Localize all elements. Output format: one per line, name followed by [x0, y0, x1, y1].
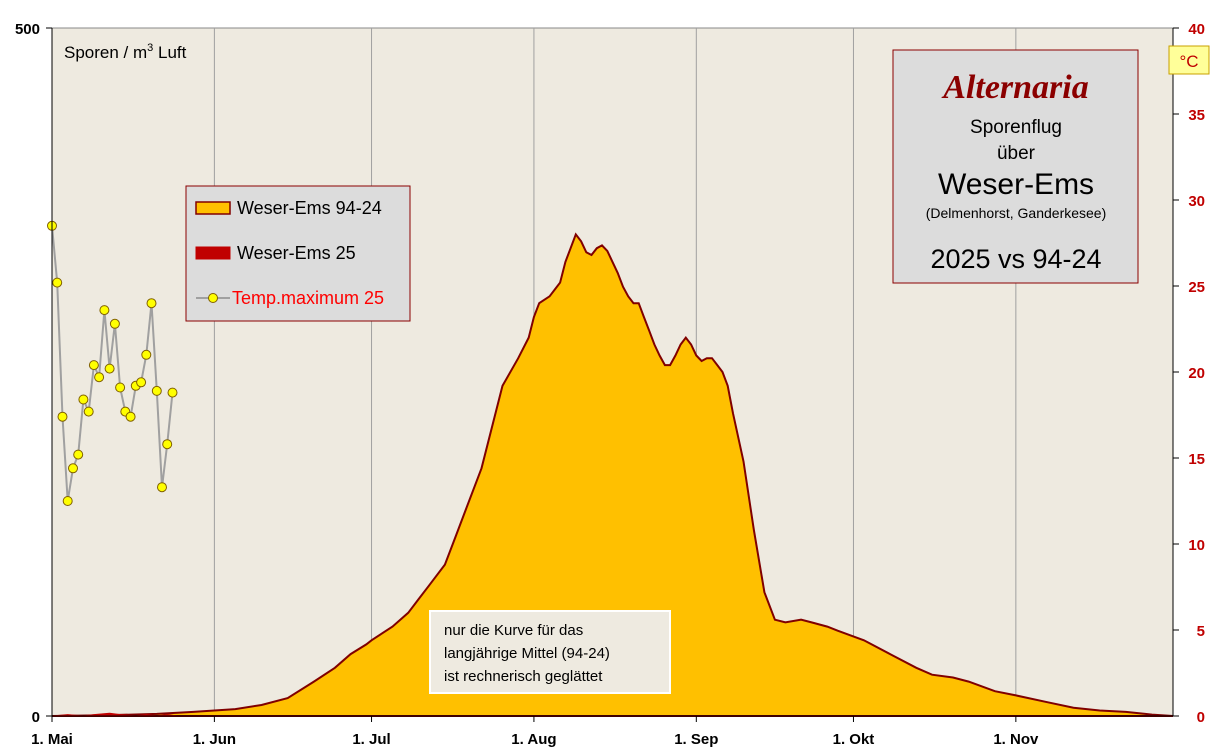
- y-left-label-sup: 3: [147, 42, 153, 54]
- legend: Weser-Ems 94-24 Weser-Ems 25 Temp.maximu…: [185, 185, 411, 322]
- title-box-title: Alternaria: [941, 69, 1088, 106]
- x-tick-2: 1. Jul: [352, 731, 390, 748]
- x-tick-5: 1. Okt: [833, 731, 875, 748]
- title-box-line4: (Delmenhorst, Ganderkesee): [926, 205, 1107, 221]
- legend-label-temp: Temp.maximum 25: [232, 288, 384, 308]
- temp-point-1: [52, 277, 63, 288]
- temp-point-2: [57, 411, 68, 422]
- right-tick-5: 25: [1188, 279, 1205, 296]
- legend-label-25: Weser-Ems 25: [237, 243, 356, 263]
- legend-swatch-temp-marker: [208, 293, 218, 303]
- temp-point-20: [151, 385, 162, 396]
- temp-point-9: [94, 372, 105, 383]
- unit-box: [1168, 45, 1210, 75]
- note-frame: [429, 610, 671, 694]
- temp-point-6: [78, 394, 89, 405]
- left-tick-0: 0: [32, 709, 40, 726]
- title-box-frame: [892, 49, 1139, 284]
- title-box-line1: Sporenflug: [970, 117, 1062, 138]
- temp-point-17: [136, 377, 147, 388]
- y-left-label-suffix: Luft: [153, 43, 186, 62]
- x-tick-1: 1. Jun: [193, 731, 236, 748]
- x-tick-4: 1. Sep: [674, 731, 718, 748]
- smoothing-note: nur die Kurve für das langjährige Mittel…: [429, 610, 671, 694]
- x-tick-3: 1. Aug: [511, 731, 556, 748]
- temp-maximum-line: [51, 225, 174, 502]
- temp-point-23: [167, 387, 178, 398]
- note-line-1: nur die Kurve für das: [444, 622, 583, 639]
- legend-label-94-24: Weser-Ems 94-24: [237, 198, 382, 218]
- title-box-line5: 2025 vs 94-24: [930, 244, 1101, 274]
- temp-point-5: [73, 449, 84, 460]
- left-tick-500: 500: [15, 21, 40, 38]
- legend-swatch-94-24: [195, 201, 231, 215]
- temp-point-21: [157, 482, 167, 493]
- temp-point-11: [104, 363, 115, 374]
- vertical-gridlines: [213, 28, 1017, 716]
- temp-point-3: [62, 496, 73, 506]
- unit-label: °C: [1179, 52, 1198, 71]
- title-box-line2: über: [997, 143, 1036, 164]
- right-tick-2: 10: [1188, 537, 1205, 554]
- right-tick-0: 0: [1197, 709, 1205, 726]
- y-left-label: Sporen / m3 Luft: [64, 42, 187, 62]
- temp-point-4: [68, 463, 78, 474]
- temp-point-15: [125, 411, 136, 422]
- legend-swatch-25: [195, 246, 231, 260]
- temp-point-12: [109, 318, 120, 329]
- x-tick-6: 1. Nov: [993, 731, 1039, 748]
- area-weser-ems-94-24: [51, 232, 1174, 717]
- note-line-2: langjährige Mittel (94-24): [444, 645, 610, 662]
- temp-point-8: [88, 360, 99, 371]
- right-tick-7: 35: [1188, 107, 1205, 124]
- right-tick-1: 5: [1197, 623, 1205, 640]
- temp-point-18: [141, 349, 152, 360]
- right-tick-3: 15: [1188, 451, 1205, 468]
- note-line-3: ist rechnerisch geglättet: [444, 668, 603, 685]
- right-tick-4: 20: [1188, 365, 1205, 382]
- right-tick-6: 30: [1188, 193, 1205, 210]
- right-tick-8: 40: [1188, 21, 1205, 38]
- temp-point-13: [115, 382, 126, 393]
- title-box: Alternaria Sporenflug über Weser-Ems (De…: [892, 49, 1139, 284]
- temp-point-19: [146, 298, 157, 309]
- temp-point-22: [162, 439, 173, 450]
- x-axis-ticks: 1. Mai 1. Jun 1. Jul 1. Aug 1. Sep 1. Okt 1. N…: [31, 716, 1039, 748]
- y-left-label-prefix: Sporen / m: [64, 43, 147, 62]
- temp-point-10: [99, 305, 110, 316]
- temp-maximum-points: [47, 220, 178, 506]
- right-axis-ticks: 0 5 10 15 20 25 30 35 40: [1173, 21, 1205, 726]
- x-tick-0: 1. Mai: [31, 731, 73, 748]
- title-box-line3: Weser-Ems: [938, 168, 1094, 201]
- temp-point-7: [83, 406, 94, 417]
